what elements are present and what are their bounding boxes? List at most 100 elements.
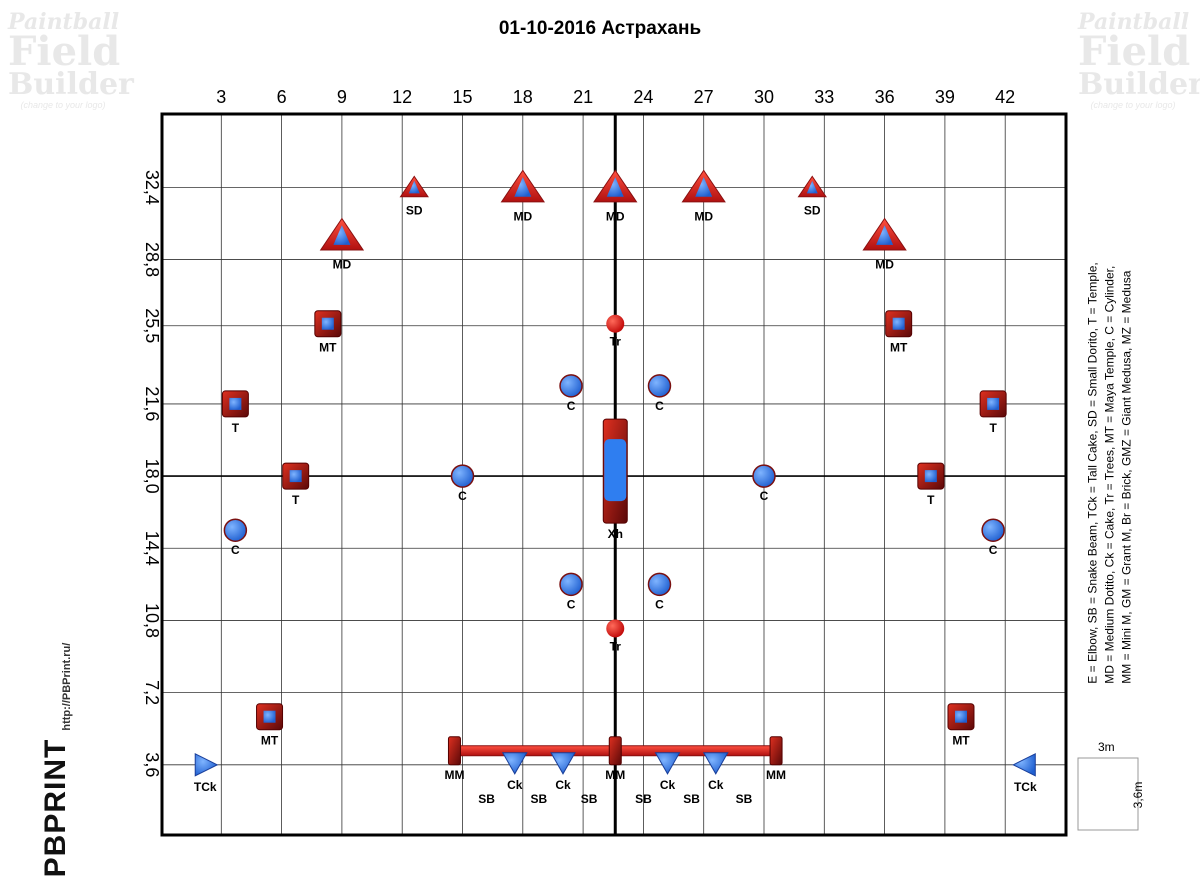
- bunker-sd: SD: [399, 175, 429, 217]
- x-axis-label: 3: [216, 87, 226, 107]
- bunker-t: T: [917, 462, 945, 507]
- x-axis-label: 21: [573, 87, 593, 107]
- bunker-shape: [606, 619, 625, 638]
- bunker-md: MD: [593, 169, 638, 223]
- sb-label: SB: [635, 792, 652, 806]
- bunker-shape: [752, 464, 776, 488]
- bunker-label: MT: [319, 341, 337, 355]
- x-axis-label: 42: [995, 87, 1015, 107]
- scale-box: [1077, 757, 1139, 831]
- bunker-tr: Tr: [606, 619, 625, 653]
- y-axis-label: 32,4: [142, 170, 162, 205]
- bunker-label: TCk: [194, 780, 217, 794]
- legend-line: MD = Medium Dotito, Ck = Cake, Tr = Tree…: [1102, 265, 1117, 684]
- bunker-mt: MT: [885, 310, 913, 355]
- bunker-label: MD: [875, 258, 894, 272]
- bunker-top: [806, 180, 818, 194]
- bunker-ck: Ck: [501, 752, 528, 792]
- bunker-top: [954, 710, 967, 723]
- bunker-label: T: [232, 421, 240, 435]
- bunker-label: C: [655, 597, 664, 611]
- bunker-top: [333, 225, 351, 245]
- legend-line: MM = Mini M, GM = Grant M, Br = Brick, G…: [1119, 270, 1134, 684]
- sb-label: SB: [581, 792, 598, 806]
- bunker-label: C: [231, 543, 240, 557]
- bunker-shape: [559, 374, 583, 398]
- y-axis-label: 14,4: [142, 531, 162, 566]
- bunker-label: Ck: [507, 778, 523, 792]
- field-diagram: SD MD MD MD SD MD MD MT MT Tr C C T T T C C T Xh C C C C Tr MT MT…: [142, 87, 1068, 837]
- brand-name: PBPRINT: [39, 738, 72, 877]
- bunker-top: [876, 225, 894, 245]
- bunker-mm: MM: [444, 736, 464, 782]
- sb-label: SB: [736, 792, 753, 806]
- x-axis-label: 18: [513, 87, 533, 107]
- bunker-label: MD: [606, 209, 625, 223]
- bunker-top: [289, 470, 302, 483]
- bunker-c: C: [647, 374, 672, 413]
- bunker-sd: SD: [797, 175, 827, 217]
- watermark-logo-left: Paintball Field Builder (change to your …: [8, 9, 134, 111]
- bunker-mt: MT: [314, 310, 342, 355]
- bunker-shape: [769, 736, 783, 766]
- bunker-shape: [223, 518, 248, 542]
- bunker-t: T: [221, 390, 249, 435]
- scale-width-label: 3m: [1098, 740, 1115, 754]
- bunker-top: [987, 397, 1000, 410]
- bunker-label: Tr: [610, 335, 622, 349]
- x-axis-label: 6: [277, 87, 287, 107]
- y-axis-label: 28,8: [142, 242, 162, 277]
- bunker-c: C: [981, 518, 1005, 557]
- bunker-ck: Ck: [654, 752, 681, 792]
- x-axis-label: 24: [633, 87, 653, 107]
- legend-line: E = Elbow, SB = Snake Beam, TCk = Tall C…: [1085, 262, 1100, 684]
- bunker-mm: MM: [605, 736, 625, 782]
- bunker-top: [924, 470, 937, 483]
- bunker-tck: TCk: [194, 753, 219, 794]
- x-axis-label: 9: [337, 87, 347, 107]
- bunker-shape: [550, 752, 576, 775]
- bunker-xh: Xh: [602, 418, 628, 541]
- bunker-label: Ck: [660, 778, 676, 792]
- sb-label: SB: [478, 792, 495, 806]
- bunker-tck: TCk: [1012, 753, 1037, 794]
- bunker-md: MD: [500, 169, 545, 223]
- bunker-ck: Ck: [550, 752, 576, 792]
- bunker-shape: [702, 752, 729, 775]
- bunker-shape: [606, 314, 625, 333]
- y-axis-label: 7,2: [142, 680, 162, 705]
- bunker-md: MD: [862, 217, 907, 272]
- x-axis-label: 30: [754, 87, 774, 107]
- x-axis-label: 33: [814, 87, 834, 107]
- x-axis-label: 12: [392, 87, 412, 107]
- bunker-top: [892, 317, 905, 330]
- bunker-shape: [647, 374, 672, 398]
- bunker-shape: [1012, 753, 1036, 777]
- bunker-label: C: [989, 543, 998, 557]
- bunker-label: T: [292, 493, 300, 507]
- x-axis-label: 36: [875, 87, 895, 107]
- bunker-c: C: [559, 374, 583, 413]
- bunker-label: SD: [804, 203, 821, 217]
- bunker-shape: [981, 518, 1005, 542]
- bunker-shape: [447, 736, 461, 766]
- bunker-label: C: [760, 489, 769, 503]
- bunker-label: Tr: [610, 639, 622, 653]
- sb-label: SB: [683, 792, 700, 806]
- bunker-label: MM: [605, 768, 625, 782]
- bunker-c: C: [223, 518, 248, 557]
- bunker-label: MD: [694, 209, 713, 223]
- y-axis-label: 25,5: [142, 308, 162, 343]
- y-axis-label: 10,8: [142, 603, 162, 638]
- bunker-label: MD: [513, 209, 532, 223]
- bunker-label: Ck: [555, 778, 571, 792]
- bunker-label: Xh: [608, 527, 623, 541]
- bunker-mt: MT: [947, 703, 975, 748]
- bunker-shape: [501, 752, 528, 775]
- y-axis-label: 3,6: [142, 752, 162, 777]
- bunker-md: MD: [319, 217, 365, 272]
- bunker-top: [606, 177, 624, 197]
- bunker-tr: Tr: [606, 314, 625, 349]
- bunker-c: C: [752, 464, 776, 503]
- bunker-label: MM: [444, 768, 464, 782]
